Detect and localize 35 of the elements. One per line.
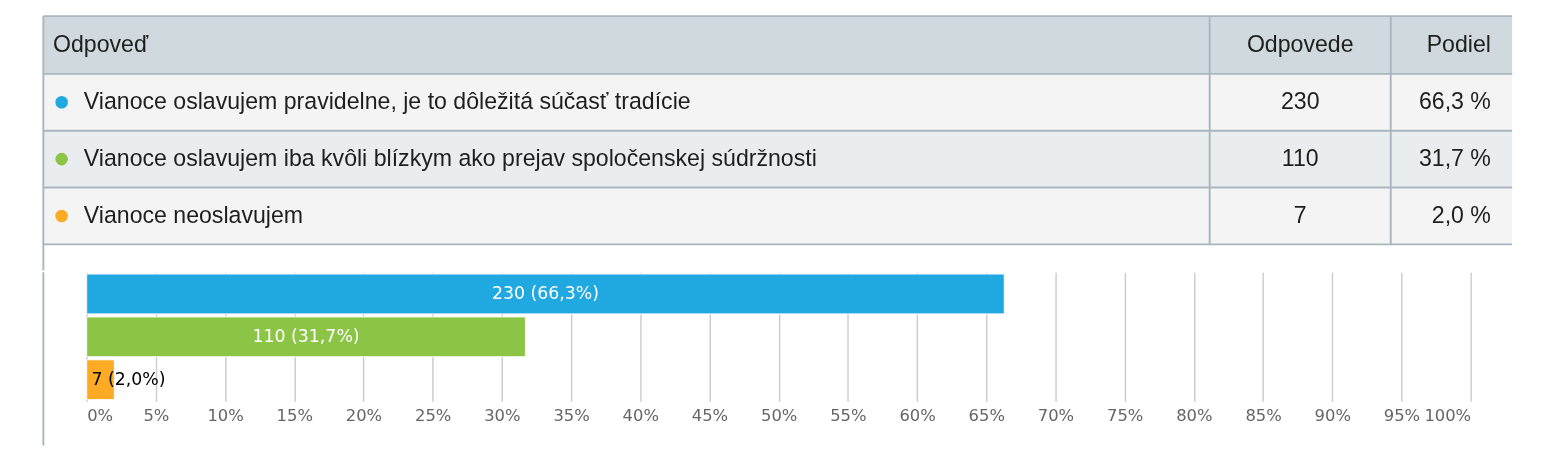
x-tick-label: 10% [207, 406, 244, 426]
x-tick-label: 15% [276, 406, 313, 426]
x-tick-label: 60% [899, 406, 936, 426]
x-tick-label: 35% [553, 406, 590, 426]
x-tick-label: 45% [691, 406, 729, 426]
x-tick-label: 80% [1176, 406, 1213, 426]
series-label: Odpovede [1246, 30, 1354, 57]
x-tick-label: 70% [1037, 406, 1075, 426]
x-tick-label: 20% [345, 406, 383, 426]
category-label: Vianoce oslavujem pravidelne, je to dôležitá súčasť tradície [83, 88, 691, 115]
data-label: 31,7 % [1418, 144, 1491, 171]
x-tick-label: 85% [1245, 406, 1282, 426]
data-label: 2,0 % [1431, 201, 1491, 228]
category-label: Vianoce neoslavujem [83, 201, 304, 228]
data-label: 66,3 % [1418, 88, 1491, 115]
data-label: 230 (66,3%) [491, 282, 600, 303]
x-tick-label: 50% [760, 406, 798, 426]
data-label: 230 [1280, 88, 1320, 115]
x-tick-label: 75% [1106, 406, 1144, 426]
x-tick-label: 95% [1383, 406, 1421, 426]
text: Podiel [1426, 30, 1491, 57]
data-label: 110 (31,7%) [252, 325, 360, 346]
category-label: Vianoce oslavujem iba kvôli blízkym ako prejav spoločenskej súdržnosti [83, 144, 817, 171]
legend-title: Odpoveď [52, 30, 149, 57]
x-tick-label: 40% [622, 406, 659, 426]
x-tick-label: 30% [484, 406, 521, 426]
data-label: 110 [1281, 144, 1319, 171]
x-tick-label: 5% [143, 406, 170, 426]
x-tick-label: 55% [830, 406, 867, 426]
x-tick-label: 25% [414, 406, 452, 426]
x-tick-label: 90% [1314, 406, 1351, 426]
data-label: 7 [1293, 201, 1307, 228]
x-tick-label: 0% [87, 406, 114, 426]
x-tick-label: 100% [1424, 406, 1472, 426]
x-tick-label: 65% [968, 406, 1005, 426]
